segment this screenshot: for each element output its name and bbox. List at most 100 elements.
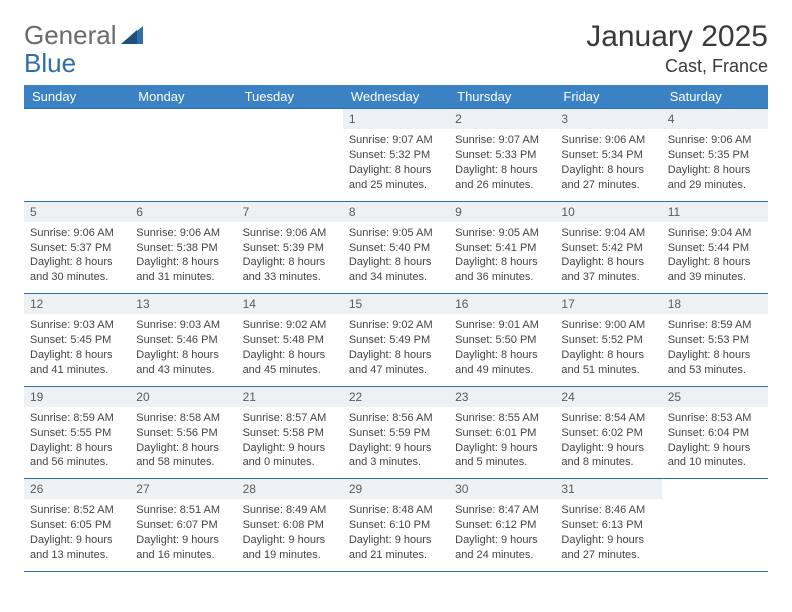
sunrise-text: Sunrise: 9:01 AM (455, 318, 549, 333)
day-number: 16 (449, 294, 555, 314)
sunset-text: Sunset: 5:45 PM (30, 333, 124, 348)
sunrise-text: Sunrise: 9:00 AM (561, 318, 655, 333)
calendar-day-cell: 2Sunrise: 9:07 AMSunset: 5:33 PMDaylight… (449, 109, 555, 202)
dl1-text: Daylight: 9 hours (349, 533, 443, 548)
sunrise-text: Sunrise: 9:06 AM (30, 226, 124, 241)
dl1-text: Daylight: 8 hours (349, 163, 443, 178)
sunset-text: Sunset: 6:05 PM (30, 518, 124, 533)
dl2-text: and 26 minutes. (455, 178, 549, 193)
dl2-text: and 33 minutes. (243, 270, 337, 285)
day-number: 23 (449, 387, 555, 407)
dl2-text: and 31 minutes. (136, 270, 230, 285)
sunset-text: Sunset: 5:56 PM (136, 426, 230, 441)
day-number: 7 (237, 202, 343, 222)
day-number: 21 (237, 387, 343, 407)
calendar-week-row: 12Sunrise: 9:03 AMSunset: 5:45 PMDayligh… (24, 294, 768, 387)
day-number: 20 (130, 387, 236, 407)
calendar-day-cell: 23Sunrise: 8:55 AMSunset: 6:01 PMDayligh… (449, 386, 555, 479)
calendar-day-cell: 11Sunrise: 9:04 AMSunset: 5:44 PMDayligh… (662, 201, 768, 294)
calendar-day-cell: 1Sunrise: 9:07 AMSunset: 5:32 PMDaylight… (343, 109, 449, 202)
day-number: 8 (343, 202, 449, 222)
dl1-text: Daylight: 8 hours (30, 348, 124, 363)
dl1-text: Daylight: 9 hours (561, 441, 655, 456)
dl1-text: Daylight: 9 hours (349, 441, 443, 456)
calendar-day-cell: 27Sunrise: 8:51 AMSunset: 6:07 PMDayligh… (130, 479, 236, 572)
sunrise-text: Sunrise: 9:02 AM (349, 318, 443, 333)
sunrise-text: Sunrise: 9:05 AM (455, 226, 549, 241)
sunset-text: Sunset: 6:07 PM (136, 518, 230, 533)
sunset-text: Sunset: 5:52 PM (561, 333, 655, 348)
calendar-day-cell: 25Sunrise: 8:53 AMSunset: 6:04 PMDayligh… (662, 386, 768, 479)
sunrise-text: Sunrise: 8:47 AM (455, 503, 549, 518)
calendar-week-row: 5Sunrise: 9:06 AMSunset: 5:37 PMDaylight… (24, 201, 768, 294)
dl2-text: and 41 minutes. (30, 363, 124, 378)
dl2-text: and 13 minutes. (30, 548, 124, 563)
sunset-text: Sunset: 6:13 PM (561, 518, 655, 533)
sunrise-text: Sunrise: 8:57 AM (243, 411, 337, 426)
dl1-text: Daylight: 8 hours (136, 441, 230, 456)
day-number: 28 (237, 479, 343, 499)
calendar-day-cell: 5Sunrise: 9:06 AMSunset: 5:37 PMDaylight… (24, 201, 130, 294)
day-number: 30 (449, 479, 555, 499)
dl2-text: and 43 minutes. (136, 363, 230, 378)
sunrise-text: Sunrise: 8:52 AM (30, 503, 124, 518)
day-number: 4 (662, 109, 768, 129)
day-number: 29 (343, 479, 449, 499)
calendar-day-cell: 20 Sunrise: 8:58 AMSunset: 5:56 PMDayligh… (130, 386, 236, 479)
dl1-text: Daylight: 8 hours (30, 441, 124, 456)
day-number: 12 (24, 294, 130, 314)
dl2-text: and 21 minutes. (349, 548, 443, 563)
logo-triangle-icon (121, 20, 143, 51)
sunset-text: Sunset: 6:02 PM (561, 426, 655, 441)
calendar-header-row: Sunday Monday Tuesday Wednesday Thursday… (24, 85, 768, 109)
dl2-text: and 30 minutes. (30, 270, 124, 285)
dl1-text: Daylight: 8 hours (668, 348, 762, 363)
dl1-text: Daylight: 9 hours (455, 533, 549, 548)
sunset-text: Sunset: 5:32 PM (349, 148, 443, 163)
sunset-text: Sunset: 6:10 PM (349, 518, 443, 533)
dl1-text: Daylight: 8 hours (668, 255, 762, 270)
calendar-day-cell: 4Sunrise: 9:06 AMSunset: 5:35 PMDaylight… (662, 109, 768, 202)
calendar-day-cell (237, 109, 343, 202)
dl1-text: Daylight: 8 hours (243, 348, 337, 363)
calendar-day-cell: 10Sunrise: 9:04 AMSunset: 5:42 PMDayligh… (555, 201, 661, 294)
sunset-text: Sunset: 5:50 PM (455, 333, 549, 348)
sunrise-text: Sunrise: 9:07 AM (455, 133, 549, 148)
calendar-table: Sunday Monday Tuesday Wednesday Thursday… (24, 85, 768, 572)
calendar-day-cell: 14Sunrise: 9:02 AMSunset: 5:48 PMDayligh… (237, 294, 343, 387)
month-title: January 2025 (586, 20, 768, 54)
weekday-header: Friday (555, 85, 661, 109)
dl2-text: and 27 minutes. (561, 178, 655, 193)
sunrise-text: Sunrise: 9:04 AM (668, 226, 762, 241)
sunrise-text: Sunrise: 8:48 AM (349, 503, 443, 518)
weekday-header: Tuesday (237, 85, 343, 109)
sunset-text: Sunset: 5:34 PM (561, 148, 655, 163)
sunrise-text: Sunrise: 8:54 AM (561, 411, 655, 426)
day-number: 5 (24, 202, 130, 222)
sunset-text: Sunset: 6:12 PM (455, 518, 549, 533)
day-number: 27 (130, 479, 236, 499)
location: Cast, France (586, 56, 768, 77)
dl2-text: and 56 minutes. (30, 455, 124, 470)
calendar-day-cell: 9Sunrise: 9:05 AMSunset: 5:41 PMDaylight… (449, 201, 555, 294)
calendar-day-cell: 13Sunrise: 9:03 AMSunset: 5:46 PMDayligh… (130, 294, 236, 387)
sunset-text: Sunset: 5:41 PM (455, 241, 549, 256)
sunrise-text: Sunrise: 9:03 AM (136, 318, 230, 333)
dl1-text: Daylight: 9 hours (136, 533, 230, 548)
dl1-text: Daylight: 8 hours (136, 348, 230, 363)
sunset-text: Sunset: 6:01 PM (455, 426, 549, 441)
day-number: 25 (662, 387, 768, 407)
day-number: 1 (343, 109, 449, 129)
dl1-text: Daylight: 8 hours (455, 163, 549, 178)
dl1-text: Daylight: 8 hours (30, 255, 124, 270)
calendar-day-cell: 31Sunrise: 8:46 AMSunset: 6:13 PMDayligh… (555, 479, 661, 572)
sunrise-text: Sunrise: 8:58 AM (136, 411, 230, 426)
day-number: 24 (555, 387, 661, 407)
dl2-text: and 3 minutes. (349, 455, 443, 470)
day-number: 13 (130, 294, 236, 314)
day-number: 31 (555, 479, 661, 499)
dl2-text: and 37 minutes. (561, 270, 655, 285)
calendar-week-row: 1Sunrise: 9:07 AMSunset: 5:32 PMDaylight… (24, 109, 768, 202)
sunrise-text: Sunrise: 9:06 AM (243, 226, 337, 241)
dl2-text: and 10 minutes. (668, 455, 762, 470)
